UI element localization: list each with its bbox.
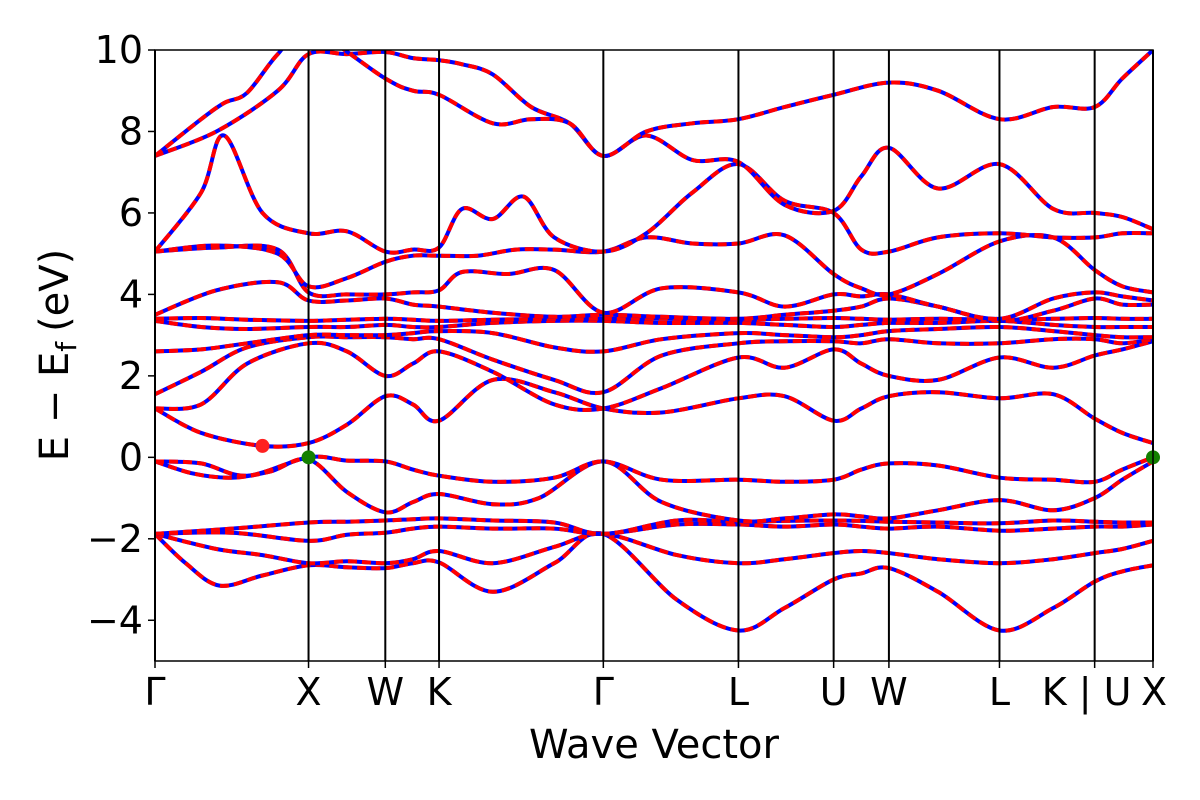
y-axis-label-unit: (eV) [32,249,78,332]
band-13-overlay-line [155,279,1153,323]
x-tick-label-4: K [427,670,453,714]
bands-layer [155,50,1153,633]
y-axis-label-main: E − E [32,352,78,462]
y-tick-label-3: 0 [119,435,143,479]
x-tick-label-10: K | U [1042,670,1132,715]
band-6-overlay-line [155,454,1153,485]
band-5-base-line [155,456,1153,524]
band-8-overlay-line [155,339,1153,412]
kpoint-lines [154,50,1154,661]
band-17-base-line [155,50,1153,232]
marker-cbm-1 [255,438,270,453]
x-axis-label: Wave Vector [529,722,780,768]
band-5-overlay-line [155,456,1153,524]
band-10-overlay-line [155,324,1153,354]
x-tick-label-8: W [870,670,908,714]
plot-frame [154,49,1154,662]
y-tick-label-7: 8 [119,109,143,153]
x-tick-label-1: Γ [144,670,165,714]
x-tick-label-2: X [296,670,322,714]
marker-vbm-2 [301,450,316,465]
band-4-overlay-line [155,516,1153,536]
band-7-base-line [155,376,1153,449]
band-3-overlay-line [155,521,1153,543]
y-ticks: −4 −2 0 2 4 6 8 10 [87,28,155,642]
band-2-overlay-line [155,531,1153,566]
y-tick-label-1: −4 [87,598,143,642]
x-tick-label-6: L [728,670,749,714]
x-tick-label-11: X [1141,670,1167,714]
band-16-overlay-line [155,133,1153,256]
band-15-base-line [155,232,1153,297]
band-17-overlay-line [155,50,1153,232]
y-axis-label-subscript: f [50,341,83,352]
band-14-overlay-line [155,243,1153,321]
y-tick-label-5: 4 [119,272,143,316]
x-tick-label-7: U [820,670,848,714]
x-tick-label-3: W [367,670,405,714]
y-axis-label: E − Ef (eV) [32,249,83,462]
x-tick-label-9: L [989,670,1010,714]
y-tick-label-8: 10 [95,28,143,72]
y-tick-label-6: 6 [119,191,143,235]
y-tick-label-4: 2 [119,354,143,398]
y-tick-label-2: −2 [87,517,143,561]
band-9-overlay-line [155,334,1153,397]
x-tick-label-5: Γ [593,670,614,714]
